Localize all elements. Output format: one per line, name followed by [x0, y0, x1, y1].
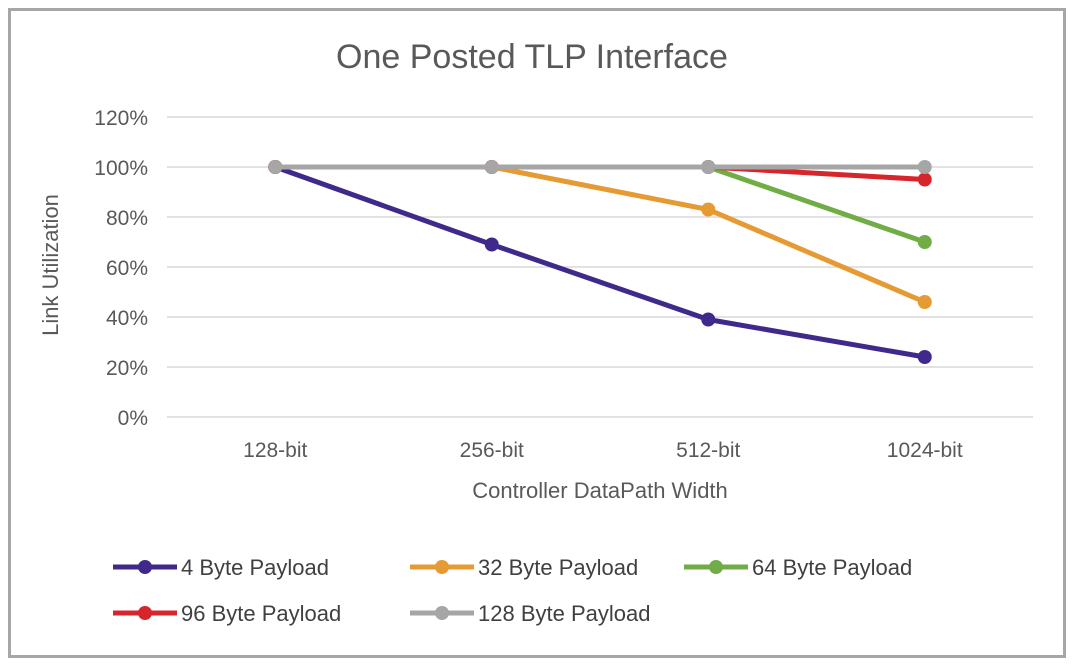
legend-item: 64 Byte Payload: [684, 555, 912, 580]
legend-label: 32 Byte Payload: [478, 555, 638, 580]
y-tick-label: 80%: [106, 207, 148, 230]
y-axis-title: Link Utilization: [38, 194, 63, 336]
data-point: [917, 295, 932, 309]
data-point: [917, 160, 932, 174]
series-32-byte-payload: [268, 160, 932, 309]
y-tick-label: 20%: [106, 357, 148, 380]
series-line: [272, 164, 928, 360]
x-tick-label: 512-bit: [676, 439, 740, 462]
data-point: [917, 235, 932, 249]
data-point: [268, 160, 283, 174]
legend-label: 96 Byte Payload: [181, 601, 341, 626]
legend-label: 64 Byte Payload: [752, 555, 912, 580]
gridlines: [167, 116, 1033, 418]
chart-title: One Posted TLP Interface: [336, 38, 728, 76]
legend-marker: [435, 560, 449, 574]
x-tick-label: 256-bit: [460, 439, 524, 462]
legend-item: 4 Byte Payload: [113, 555, 329, 580]
x-axis-title: Controller DataPath Width: [472, 478, 728, 503]
legend-marker: [435, 606, 449, 620]
y-axis-ticks: 0% 20% 40% 60% 80% 100% 120%: [94, 107, 148, 430]
legend-marker: [709, 560, 723, 574]
legend-label: 128 Byte Payload: [478, 601, 650, 626]
legend: 4 Byte Payload 32 Byte Payload 64 Byte Pay…: [113, 555, 912, 626]
legend-marker: [138, 560, 152, 574]
legend-label: 4 Byte Payload: [181, 555, 329, 580]
x-tick-label: 1024-bit: [887, 439, 963, 462]
series-128-byte-payload: [268, 160, 932, 174]
data-point: [917, 172, 932, 187]
legend-item: 96 Byte Payload: [113, 601, 341, 626]
legend-marker: [138, 606, 152, 620]
y-tick-label: 120%: [94, 107, 148, 130]
data-point: [701, 202, 716, 217]
data-point: [484, 160, 499, 174]
data-point: [917, 350, 932, 364]
y-tick-label: 60%: [106, 257, 148, 280]
data-point: [701, 312, 716, 327]
x-axis-ticks: 128-bit 256-bit 512-bit 1024-bit: [243, 439, 963, 462]
data-point: [701, 160, 716, 174]
series-layer: [268, 160, 932, 364]
legend-item: 128 Byte Payload: [410, 601, 650, 626]
y-tick-label: 0%: [118, 407, 148, 430]
data-point: [484, 237, 499, 252]
legend-item: 32 Byte Payload: [410, 555, 638, 580]
y-tick-label: 100%: [94, 157, 148, 180]
series-96-byte-payload: [268, 160, 932, 187]
y-tick-label: 40%: [106, 307, 148, 330]
x-tick-label: 128-bit: [243, 439, 307, 462]
